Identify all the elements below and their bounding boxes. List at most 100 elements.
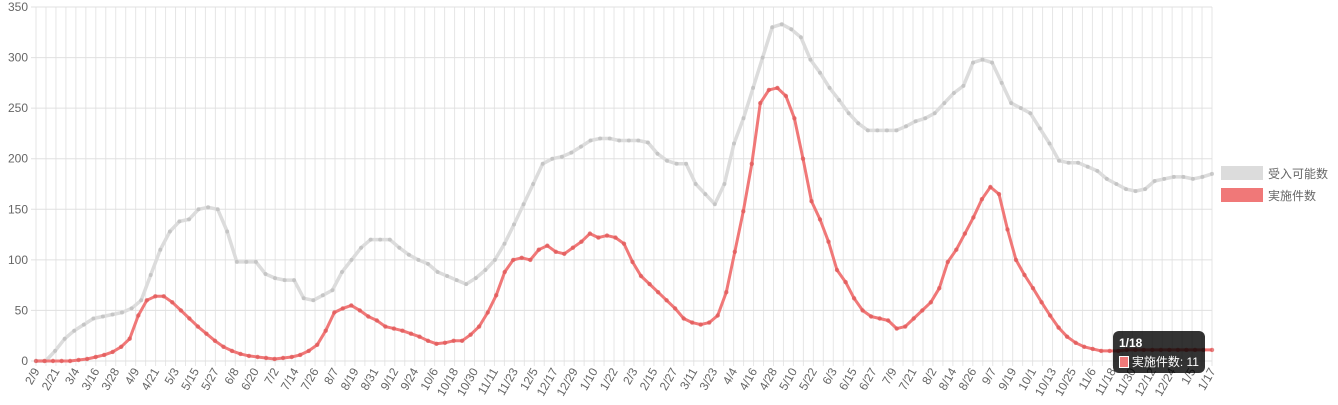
data-point[interactable] — [638, 273, 644, 279]
data-point[interactable] — [1162, 176, 1167, 181]
data-point[interactable] — [225, 229, 230, 234]
data-point[interactable] — [139, 298, 144, 303]
data-point[interactable] — [263, 355, 269, 361]
data-point[interactable] — [1047, 141, 1052, 146]
data-point[interactable] — [187, 316, 192, 321]
data-point[interactable] — [647, 281, 652, 287]
data-point[interactable] — [693, 182, 698, 186]
data-point[interactable] — [204, 331, 209, 336]
data-point[interactable] — [67, 358, 73, 364]
data-point[interactable] — [1133, 189, 1138, 194]
data-point[interactable] — [81, 322, 86, 327]
data-point[interactable] — [1005, 227, 1010, 232]
data-point[interactable] — [459, 338, 465, 343]
data-point[interactable] — [332, 310, 337, 315]
data-point[interactable] — [954, 247, 959, 252]
data-point[interactable] — [253, 259, 258, 264]
data-point[interactable] — [442, 340, 448, 345]
data-point[interactable] — [1085, 164, 1090, 169]
data-point[interactable] — [911, 316, 916, 321]
data-point[interactable] — [971, 60, 975, 65]
data-point[interactable] — [144, 298, 149, 303]
data-point[interactable] — [1009, 101, 1014, 106]
data-point[interactable] — [681, 316, 686, 321]
data-point[interactable] — [263, 272, 268, 276]
data-point[interactable] — [904, 124, 908, 129]
data-point[interactable] — [1018, 106, 1023, 111]
data-point[interactable] — [282, 278, 287, 283]
legend-item-capacity[interactable]: 受入可能数 — [1221, 165, 1328, 181]
data-point[interactable] — [932, 111, 937, 116]
data-point[interactable] — [426, 261, 430, 266]
data-point[interactable] — [468, 332, 473, 337]
data-point[interactable] — [357, 308, 362, 313]
data-point[interactable] — [587, 231, 593, 236]
data-point[interactable] — [604, 233, 610, 238]
data-point[interactable] — [416, 257, 421, 262]
data-point[interactable] — [630, 259, 635, 265]
data-point[interactable] — [445, 274, 450, 278]
data-point[interactable] — [1152, 179, 1157, 183]
data-point[interactable] — [760, 55, 765, 60]
data-point[interactable] — [707, 320, 712, 325]
data-point[interactable] — [579, 239, 584, 244]
data-point[interactable] — [971, 215, 976, 220]
data-point[interactable] — [120, 310, 124, 315]
data-point[interactable] — [349, 303, 354, 308]
data-point[interactable] — [464, 282, 469, 287]
data-point[interactable] — [311, 298, 316, 303]
data-point[interactable] — [1095, 168, 1100, 173]
data-point[interactable] — [1030, 286, 1036, 291]
data-point[interactable] — [195, 324, 201, 329]
data-point[interactable] — [62, 336, 67, 341]
data-point[interactable] — [340, 270, 344, 274]
data-point[interactable] — [435, 270, 440, 274]
data-point[interactable] — [1073, 340, 1078, 345]
data-point[interactable] — [167, 229, 172, 234]
data-point[interactable] — [980, 57, 985, 62]
data-point[interactable] — [645, 140, 650, 145]
data-point[interactable] — [129, 306, 134, 311]
data-point[interactable] — [1209, 347, 1215, 353]
data-point[interactable] — [664, 298, 669, 303]
data-point[interactable] — [1037, 126, 1042, 131]
data-point[interactable] — [100, 314, 105, 319]
data-point[interactable] — [1107, 348, 1112, 354]
data-point[interactable] — [53, 348, 58, 353]
data-point[interactable] — [206, 205, 211, 210]
data-point[interactable] — [494, 293, 499, 298]
data-point[interactable] — [76, 357, 81, 363]
data-point[interactable] — [387, 237, 392, 242]
data-point[interactable] — [779, 22, 784, 27]
data-point[interactable] — [280, 355, 286, 361]
data-point[interactable] — [818, 70, 822, 75]
data-point[interactable] — [221, 344, 226, 349]
data-point[interactable] — [187, 217, 191, 222]
data-point[interactable] — [84, 356, 90, 362]
data-point[interactable] — [856, 121, 861, 126]
data-point[interactable] — [1047, 313, 1053, 318]
data-point[interactable] — [434, 341, 439, 346]
data-point[interactable] — [136, 313, 141, 318]
data-point[interactable] — [722, 182, 727, 186]
data-point[interactable] — [511, 257, 516, 263]
data-point[interactable] — [519, 255, 524, 260]
data-point[interactable] — [942, 101, 947, 106]
data-point[interactable] — [846, 111, 851, 116]
data-point[interactable] — [451, 338, 456, 343]
data-point[interactable] — [289, 354, 294, 360]
data-point[interactable] — [621, 241, 627, 246]
data-point[interactable] — [1057, 158, 1061, 163]
data-point[interactable] — [212, 338, 218, 343]
data-point[interactable] — [238, 351, 243, 357]
data-point[interactable] — [843, 279, 848, 285]
data-point[interactable] — [1143, 187, 1148, 192]
data-point[interactable] — [860, 308, 865, 313]
data-point[interactable] — [454, 278, 459, 283]
data-point[interactable] — [703, 192, 708, 197]
data-point[interactable] — [406, 252, 411, 257]
data-point[interactable] — [741, 209, 746, 214]
data-point[interactable] — [93, 354, 98, 360]
data-point[interactable] — [42, 358, 47, 364]
data-point[interactable] — [1190, 176, 1195, 181]
